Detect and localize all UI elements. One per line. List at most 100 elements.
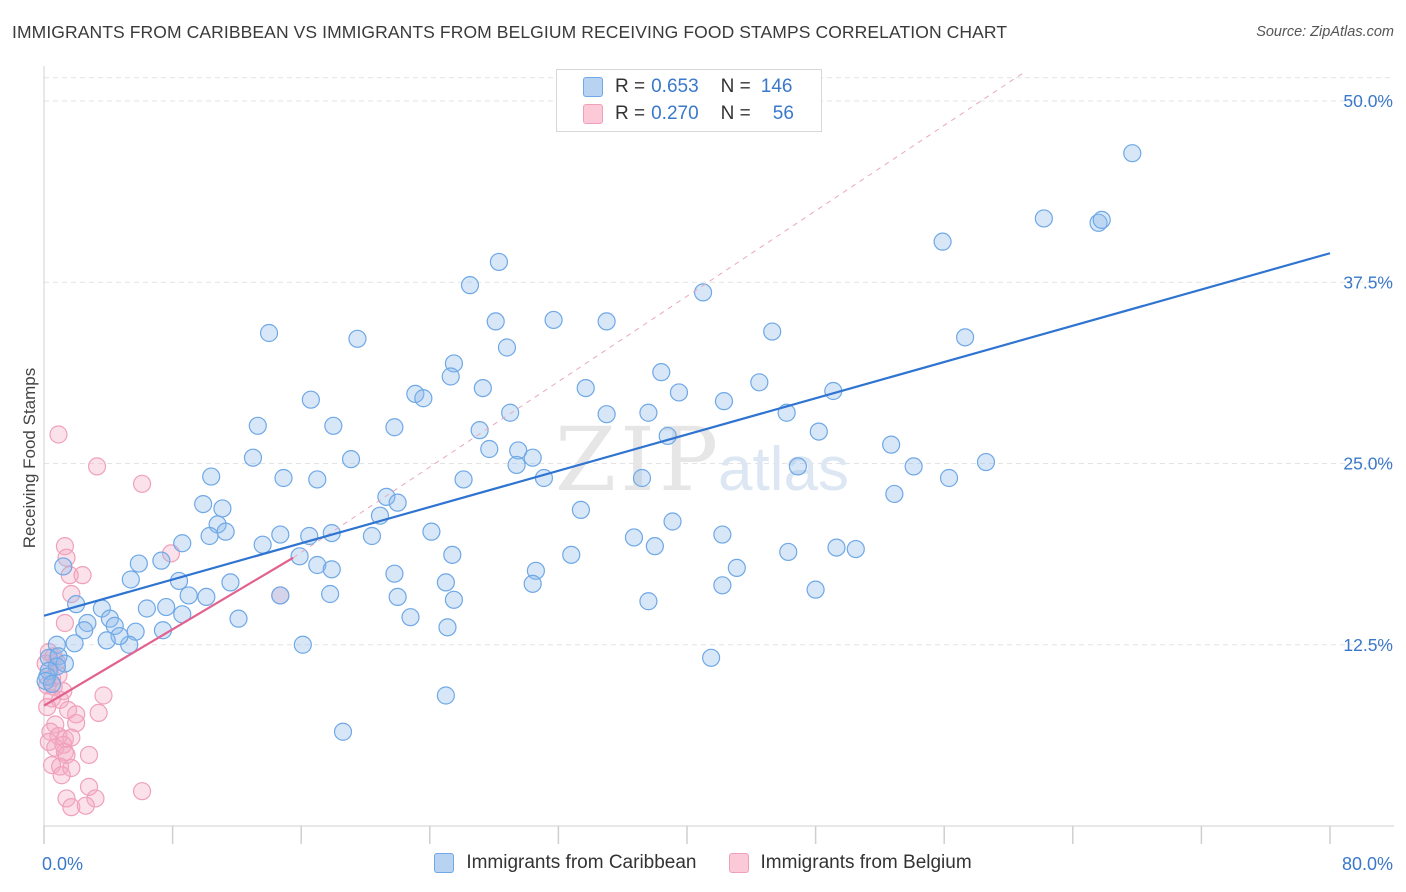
caribbean-point bbox=[414, 389, 433, 408]
legend-row-caribbean: R = 0.653 N = 146 bbox=[557, 73, 792, 101]
caribbean-point bbox=[501, 403, 520, 422]
caribbean-point bbox=[939, 468, 959, 488]
caribbean-point bbox=[639, 592, 658, 611]
reference-diagonal bbox=[292, 71, 1025, 559]
bottom-legend-caribbean: Immigrants from Caribbean bbox=[434, 852, 697, 874]
caribbean-point bbox=[221, 573, 240, 592]
belgium-point bbox=[62, 758, 81, 778]
belgium-trend-line bbox=[43, 556, 294, 707]
caribbean-point bbox=[197, 587, 216, 607]
caribbean-point bbox=[388, 493, 407, 512]
caribbean-point bbox=[322, 560, 341, 579]
caribbean-point bbox=[348, 329, 367, 348]
caribbean-point bbox=[1034, 209, 1053, 228]
caribbean-point bbox=[157, 597, 176, 617]
caribbean-point bbox=[645, 537, 664, 556]
caribbean-point bbox=[152, 551, 171, 570]
caribbean-point bbox=[788, 457, 808, 476]
caribbean-point bbox=[904, 457, 923, 476]
caribbean-point bbox=[827, 538, 846, 557]
caribbean-point bbox=[42, 674, 62, 694]
caribbean-point bbox=[308, 470, 327, 489]
bottom-belgium-label: Immigrants from Belgium bbox=[760, 852, 972, 873]
caribbean-point bbox=[750, 373, 769, 392]
bottom-legend-belgium: Immigrants from Belgium bbox=[728, 852, 972, 874]
y-tick-label: 37.5% bbox=[1343, 272, 1393, 292]
caribbean-point bbox=[259, 323, 279, 343]
caribbean-point bbox=[271, 525, 290, 544]
belgium-point bbox=[38, 697, 57, 717]
caribbean-point bbox=[523, 574, 542, 593]
caribbean-point bbox=[486, 312, 505, 331]
caribbean-point bbox=[702, 648, 721, 667]
belgium-point bbox=[62, 798, 81, 817]
caribbean-point bbox=[846, 539, 865, 559]
belgium-r-label: R = bbox=[615, 103, 646, 124]
caribbean-point bbox=[341, 450, 361, 469]
belgium-points bbox=[36, 425, 290, 817]
caribbean-point bbox=[882, 435, 901, 454]
caribbean-point bbox=[97, 631, 116, 650]
belgium-n-value: 56 bbox=[772, 103, 794, 124]
caribbean-swatch bbox=[583, 77, 603, 97]
x-tick-label-min: 0.0% bbox=[42, 854, 83, 874]
caribbean-point bbox=[727, 558, 746, 578]
caribbean-point bbox=[388, 587, 407, 607]
caribbean-point bbox=[385, 418, 404, 437]
caribbean-point bbox=[301, 390, 320, 409]
belgium-point bbox=[67, 713, 86, 733]
caribbean-point bbox=[693, 283, 713, 302]
caribbean-point bbox=[809, 422, 828, 441]
belgium-point bbox=[87, 457, 107, 476]
caribbean-point bbox=[562, 545, 581, 564]
caribbean-point bbox=[333, 722, 353, 741]
caribbean-point bbox=[955, 328, 975, 347]
belgium-point bbox=[94, 686, 113, 705]
caribbean-point bbox=[763, 322, 782, 341]
belgium-point bbox=[62, 584, 81, 604]
caribbean-point bbox=[213, 499, 232, 518]
caribbean-point bbox=[523, 448, 542, 467]
caribbean-point bbox=[422, 522, 441, 541]
caribbean-point bbox=[216, 522, 235, 541]
caribbean-point bbox=[324, 416, 343, 435]
caribbean-point bbox=[669, 383, 689, 402]
caribbean-n-label: N = bbox=[720, 76, 751, 97]
caribbean-point bbox=[321, 584, 340, 604]
caribbean-point bbox=[385, 564, 404, 583]
caribbean-point bbox=[105, 616, 124, 636]
bottom-legend: Immigrants from Caribbean Immigrants fro… bbox=[0, 852, 1406, 874]
belgium-swatch bbox=[583, 104, 603, 124]
caribbean-point bbox=[480, 439, 499, 459]
caribbean-point bbox=[714, 392, 734, 411]
caribbean-point bbox=[652, 363, 671, 382]
caribbean-point bbox=[597, 405, 616, 424]
y-tick-label: 12.5% bbox=[1343, 635, 1393, 655]
caribbean-point bbox=[200, 526, 219, 546]
caribbean-point bbox=[47, 635, 66, 654]
caribbean-point bbox=[489, 252, 509, 272]
caribbean-point bbox=[137, 599, 156, 618]
caribbean-point bbox=[248, 416, 267, 435]
watermark-zip: ZIP bbox=[555, 408, 722, 511]
caribbean-point bbox=[624, 528, 644, 547]
legend-row-belgium: R = 0.270 N = 56 bbox=[557, 100, 794, 128]
belgium-point bbox=[73, 566, 92, 585]
caribbean-point bbox=[202, 467, 221, 486]
belgium-point bbox=[57, 789, 76, 808]
caribbean-point bbox=[976, 452, 996, 472]
belgium-point bbox=[161, 544, 181, 563]
caribbean-point bbox=[243, 448, 263, 467]
x-tick-label-max: 80.0% bbox=[1342, 854, 1393, 874]
bottom-belgium-swatch bbox=[728, 853, 749, 873]
caribbean-point bbox=[713, 576, 732, 595]
caribbean-point bbox=[253, 535, 272, 554]
trend-lines bbox=[43, 71, 1331, 707]
caribbean-point bbox=[1123, 144, 1142, 163]
caribbean-point bbox=[444, 590, 464, 609]
belgium-point bbox=[86, 789, 105, 808]
caribbean-point bbox=[632, 468, 652, 488]
caribbean-point bbox=[779, 542, 798, 562]
caribbean-point bbox=[1089, 213, 1108, 232]
